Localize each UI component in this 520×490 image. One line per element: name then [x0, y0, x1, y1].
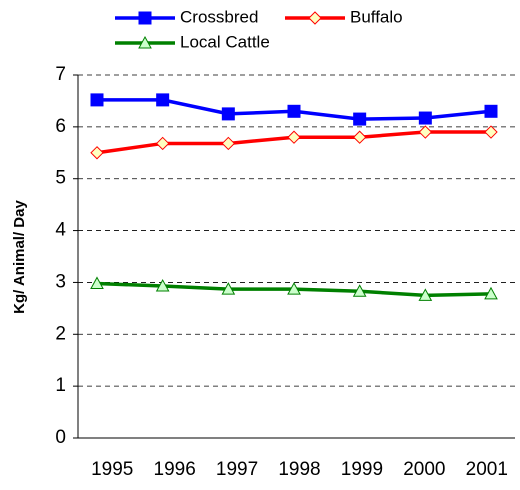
y-tick-label: 5: [55, 168, 66, 189]
y-tick-label: 7: [55, 64, 66, 85]
marker: [221, 107, 235, 121]
y-tick-label: 4: [55, 220, 66, 241]
x-tick-label: 1995: [91, 459, 133, 480]
y-tick-label: 6: [55, 116, 66, 137]
marker: [418, 288, 433, 301]
marker: [287, 104, 301, 118]
x-tick-label: 1998: [278, 459, 320, 480]
y-axis-label: Kg/ Animal/ Day: [11, 200, 28, 314]
marker: [221, 282, 236, 295]
marker: [156, 93, 170, 107]
marker: [418, 111, 432, 125]
marker: [90, 276, 104, 289]
marker: [308, 11, 322, 25]
y-tick-label: 1: [55, 375, 66, 396]
marker: [90, 146, 104, 160]
y-tick-label: 3: [55, 271, 66, 292]
x-tick-label: 1999: [341, 459, 383, 480]
legend-label: Buffalo: [350, 7, 403, 26]
x-tick-label: 1997: [216, 459, 258, 480]
legend-label: Local Cattle: [180, 32, 270, 51]
marker: [138, 35, 152, 49]
marker: [138, 11, 152, 25]
marker: [155, 136, 170, 151]
marker: [287, 130, 301, 144]
marker: [484, 104, 498, 118]
marker: [352, 130, 367, 144]
legend-label: Crossbred: [180, 7, 258, 26]
marker: [484, 125, 498, 139]
marker: [352, 284, 367, 297]
x-tick-label: 1996: [154, 459, 196, 480]
marker: [90, 93, 104, 107]
x-tick-label: 2000: [403, 459, 445, 480]
x-tick-label: 2001: [466, 459, 508, 480]
marker: [287, 282, 301, 295]
marker: [155, 279, 170, 292]
marker: [418, 125, 433, 139]
y-tick-label: 2: [55, 323, 66, 344]
marker: [484, 286, 498, 300]
y-tick-label: 0: [55, 427, 66, 448]
marker: [353, 112, 367, 126]
marker: [221, 136, 236, 151]
